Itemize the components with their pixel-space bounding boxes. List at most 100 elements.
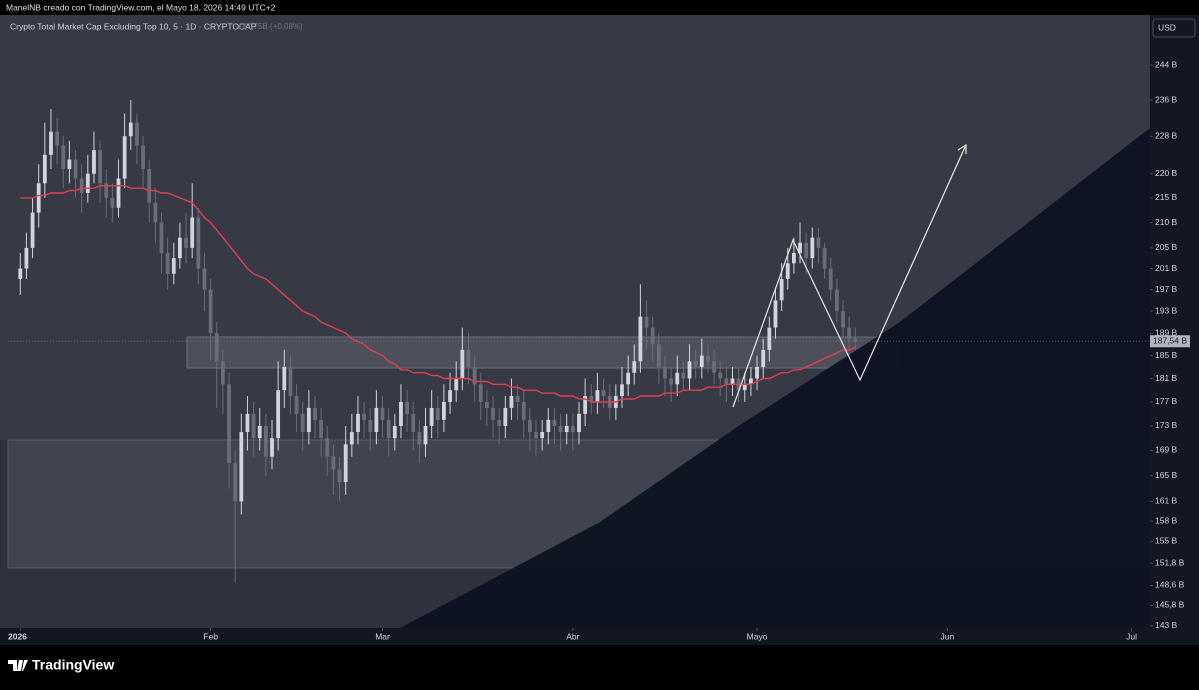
- candle-body: [239, 432, 244, 502]
- logo-icon: [8, 660, 28, 671]
- candle-body: [767, 327, 772, 350]
- candle-body: [61, 145, 66, 169]
- candle-body: [337, 469, 342, 483]
- candle-body: [435, 407, 440, 420]
- y-tick-label: 173 B: [1155, 420, 1178, 430]
- candle-body: [534, 432, 538, 439]
- y-tick-label: 197 B: [1155, 284, 1178, 294]
- moving-average: [20, 185, 856, 403]
- candle-body: [313, 407, 317, 420]
- candle-body: [104, 183, 109, 198]
- currency-button[interactable]: [1152, 18, 1196, 38]
- x-tick-label: Mar: [375, 631, 390, 641]
- candle-body: [497, 419, 502, 426]
- candle-body: [159, 222, 164, 253]
- candle-body: [656, 344, 661, 367]
- candle-body: [184, 237, 188, 248]
- candle-body: [165, 252, 170, 274]
- candle-body: [583, 396, 588, 414]
- credit: ManelNB creado con TradingView.com, el M…: [6, 2, 276, 12]
- candle-body: [773, 300, 778, 328]
- y-tick-label: 228 B: [1155, 131, 1178, 141]
- candle-body: [454, 378, 459, 391]
- x-tick-label: Mayo: [747, 631, 768, 641]
- candle-body: [202, 268, 207, 290]
- candle-body: [147, 168, 152, 203]
- x-tick-label: Abr: [566, 631, 579, 641]
- candle-body: [141, 145, 145, 169]
- y-tick-label: 205 B: [1155, 242, 1178, 252]
- candle-body: [706, 355, 710, 362]
- candle-body: [257, 425, 262, 439]
- candle-body: [227, 384, 231, 463]
- candle-body: [380, 407, 385, 420]
- legend-value: 187,75B (+0,08%): [238, 22, 303, 31]
- shaded-wedge: [400, 128, 1150, 628]
- candle-body: [392, 425, 397, 439]
- y-tick-label: 185 B: [1155, 350, 1178, 360]
- candle-body: [288, 366, 293, 397]
- marks: [8, 100, 1150, 583]
- candle-body: [841, 311, 845, 328]
- y-tick-label: 189 B: [1155, 327, 1178, 337]
- candle-body: [527, 419, 532, 433]
- price-axis: [1150, 15, 1199, 645]
- candle-body: [632, 361, 637, 373]
- candle-body: [589, 396, 594, 402]
- x-tick-label: Jun: [941, 631, 955, 641]
- candle-body: [411, 413, 416, 433]
- candle-body: [638, 316, 643, 362]
- candle-body: [73, 159, 78, 179]
- candle-body: [214, 333, 219, 362]
- arrow-head: [957, 143, 967, 154]
- candle-body: [755, 366, 759, 379]
- candle-body: [472, 366, 477, 385]
- y-tick-label: 220 B: [1155, 168, 1178, 178]
- candle-body: [135, 122, 139, 146]
- y-tick-label: 145,8 B: [1155, 600, 1185, 610]
- candle-body: [460, 349, 465, 379]
- candle-body: [663, 366, 667, 379]
- candle-body: [699, 355, 704, 367]
- candle-body: [669, 378, 674, 385]
- y-tick-label: 177 B: [1155, 396, 1178, 406]
- candle-body: [620, 384, 624, 397]
- candle-body: [791, 252, 796, 264]
- candle-body: [251, 413, 256, 439]
- candle-body: [810, 237, 815, 259]
- y-tick-label: 148,6 B: [1155, 580, 1185, 590]
- candle-body: [343, 444, 348, 483]
- y-tick-label: 169 B: [1155, 445, 1178, 455]
- candle-body: [300, 413, 305, 433]
- candle-body: [190, 217, 195, 248]
- candle-body: [276, 390, 281, 439]
- y-tick-label: 181 B: [1155, 373, 1178, 383]
- x-tick-label: Jul: [1126, 631, 1137, 641]
- last-price-label: 187,54 B: [1153, 336, 1187, 346]
- candle-body: [306, 407, 311, 433]
- candle-body: [448, 390, 452, 402]
- candle-body: [294, 396, 299, 414]
- candle-body: [675, 372, 680, 385]
- brand: TradingView: [32, 657, 114, 673]
- candle-body: [429, 407, 434, 426]
- candle-body: [368, 419, 373, 433]
- candle-body: [509, 396, 514, 408]
- candle-body: [319, 419, 324, 439]
- y-tick-label: 155 B: [1155, 535, 1178, 545]
- candle-body: [331, 456, 336, 470]
- candle-body: [24, 247, 29, 269]
- candle-body: [405, 401, 409, 414]
- candle-body: [128, 122, 133, 137]
- candle-body: [644, 316, 649, 328]
- y-tick-label: 161 B: [1155, 496, 1178, 506]
- candle-body: [55, 131, 60, 146]
- candle-body: [270, 438, 274, 457]
- candle-body: [49, 131, 53, 155]
- drawings: [732, 143, 967, 408]
- candle-body: [503, 407, 508, 426]
- candle-body: [693, 361, 698, 367]
- candle-body: [822, 247, 827, 269]
